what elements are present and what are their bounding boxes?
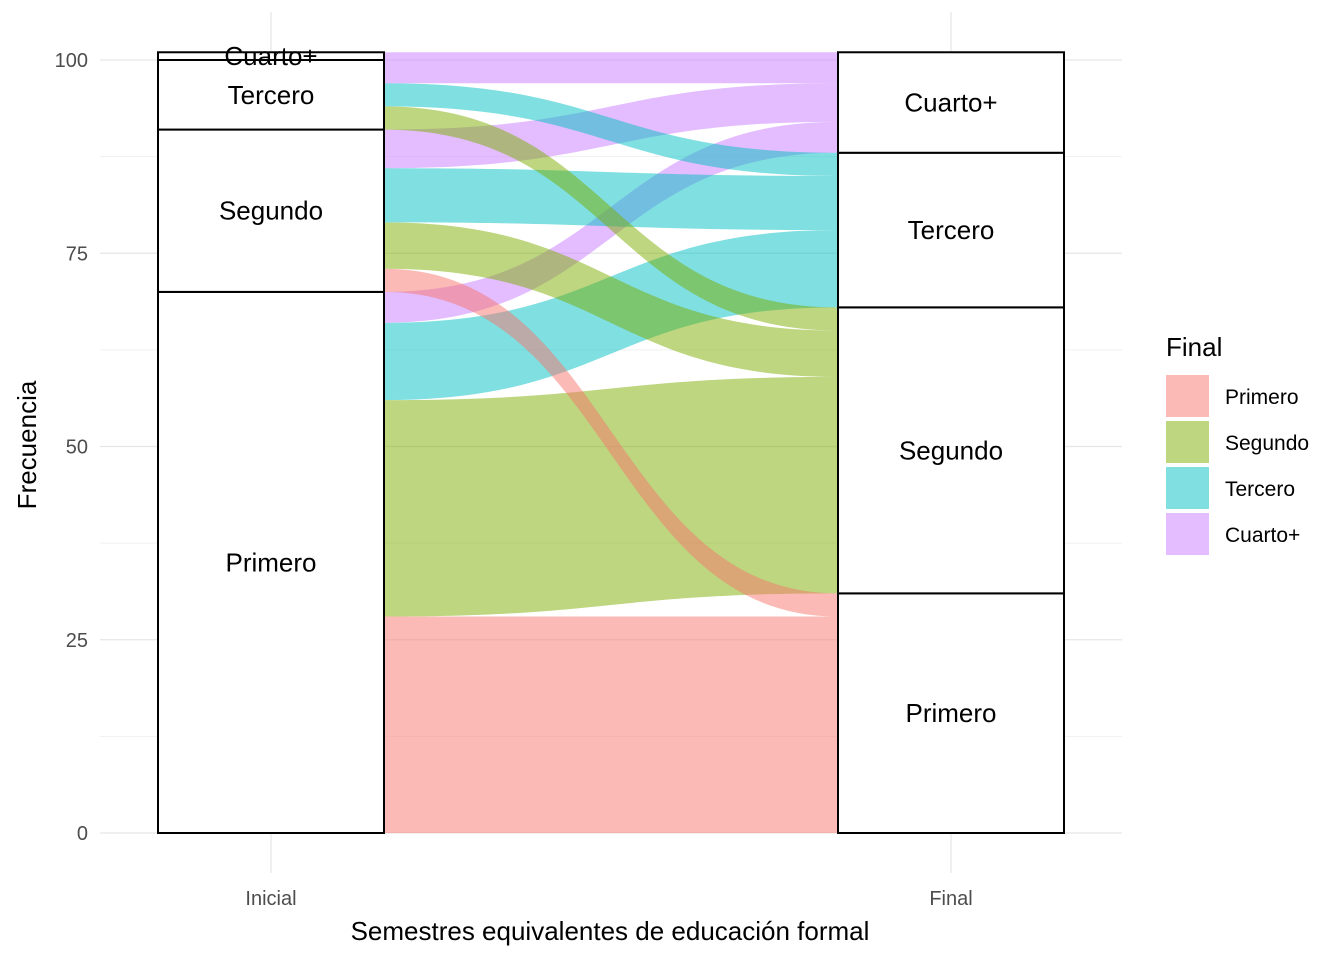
flow-primero-to-primero	[384, 616, 838, 833]
legend-key-tercero	[1166, 467, 1209, 509]
stratum-label-final-segundo: Segundo	[899, 435, 1003, 465]
flow-segundo-to-tercero	[384, 168, 838, 231]
flow-cuarto-plus-to-cuarto-plus	[384, 52, 838, 60]
stratum-label-final-primero: Primero	[905, 698, 996, 728]
stratum-label-inicial-segundo: Segundo	[219, 196, 323, 226]
stratum-final-tercero	[837, 151, 1065, 309]
strata: Primero Segundo Tercero Cuarto+ Primero Segun…	[157, 41, 1065, 834]
flows	[384, 52, 838, 833]
legend-label-tercero: Tercero	[1225, 478, 1295, 501]
stratum-label-inicial-cuarto-plus: Cuarto+	[224, 41, 317, 71]
stratum-label-inicial-tercero: Tercero	[228, 80, 315, 110]
legend-label-primero: Primero	[1225, 386, 1299, 409]
flow-primero-to-segundo	[384, 376, 838, 617]
legend-title: Final	[1166, 332, 1222, 362]
stratum-final-cuarto-plus	[837, 51, 1065, 154]
y-tick-label: 50	[66, 437, 88, 459]
legend-key-cuarto-plus	[1166, 513, 1209, 555]
y-tick-label: 75	[66, 243, 88, 265]
stratum-final-primero	[837, 592, 1065, 834]
legend-label-segundo: Segundo	[1225, 432, 1309, 455]
y-tick-label: 100	[55, 50, 88, 72]
stratum-label-inicial-primero: Primero	[225, 547, 316, 577]
flow-tercero-to-tercero	[384, 83, 838, 176]
x-axis: Inicial Final	[245, 888, 972, 910]
flow-segundo-to-primero	[384, 268, 838, 617]
legend-key-segundo	[1166, 421, 1209, 463]
x-axis-title: Semestres equivalentes de educación form…	[351, 916, 870, 946]
stratum-inicial-segundo	[157, 128, 385, 293]
stratum-final-segundo	[837, 306, 1065, 595]
flow-segundo-to-segundo	[384, 222, 838, 377]
flow-tercero-to-cuarto-plus	[384, 60, 838, 84]
x-tick-label-final: Final	[929, 888, 972, 910]
stratum-label-final-cuarto-plus: Cuarto+	[904, 88, 997, 118]
y-tick-label: 0	[77, 823, 88, 845]
stratum-label-final-tercero: Tercero	[908, 215, 995, 245]
x-tick-label-inicial: Inicial	[245, 888, 296, 910]
legend-label-cuarto-plus: Cuarto+	[1225, 524, 1300, 547]
y-axis-title: Frecuencia	[12, 380, 42, 509]
legend: Final Primero Segundo Tercero Cuarto+	[1166, 332, 1309, 555]
flow-tercero-to-segundo	[384, 106, 838, 331]
y-axis: 0 25 50 75 100	[55, 50, 88, 845]
y-tick-label: 25	[66, 630, 88, 652]
stratum-inicial-primero	[157, 290, 385, 834]
legend-key-primero	[1166, 375, 1209, 417]
stratum-inicial-cuarto-plus	[157, 51, 385, 62]
